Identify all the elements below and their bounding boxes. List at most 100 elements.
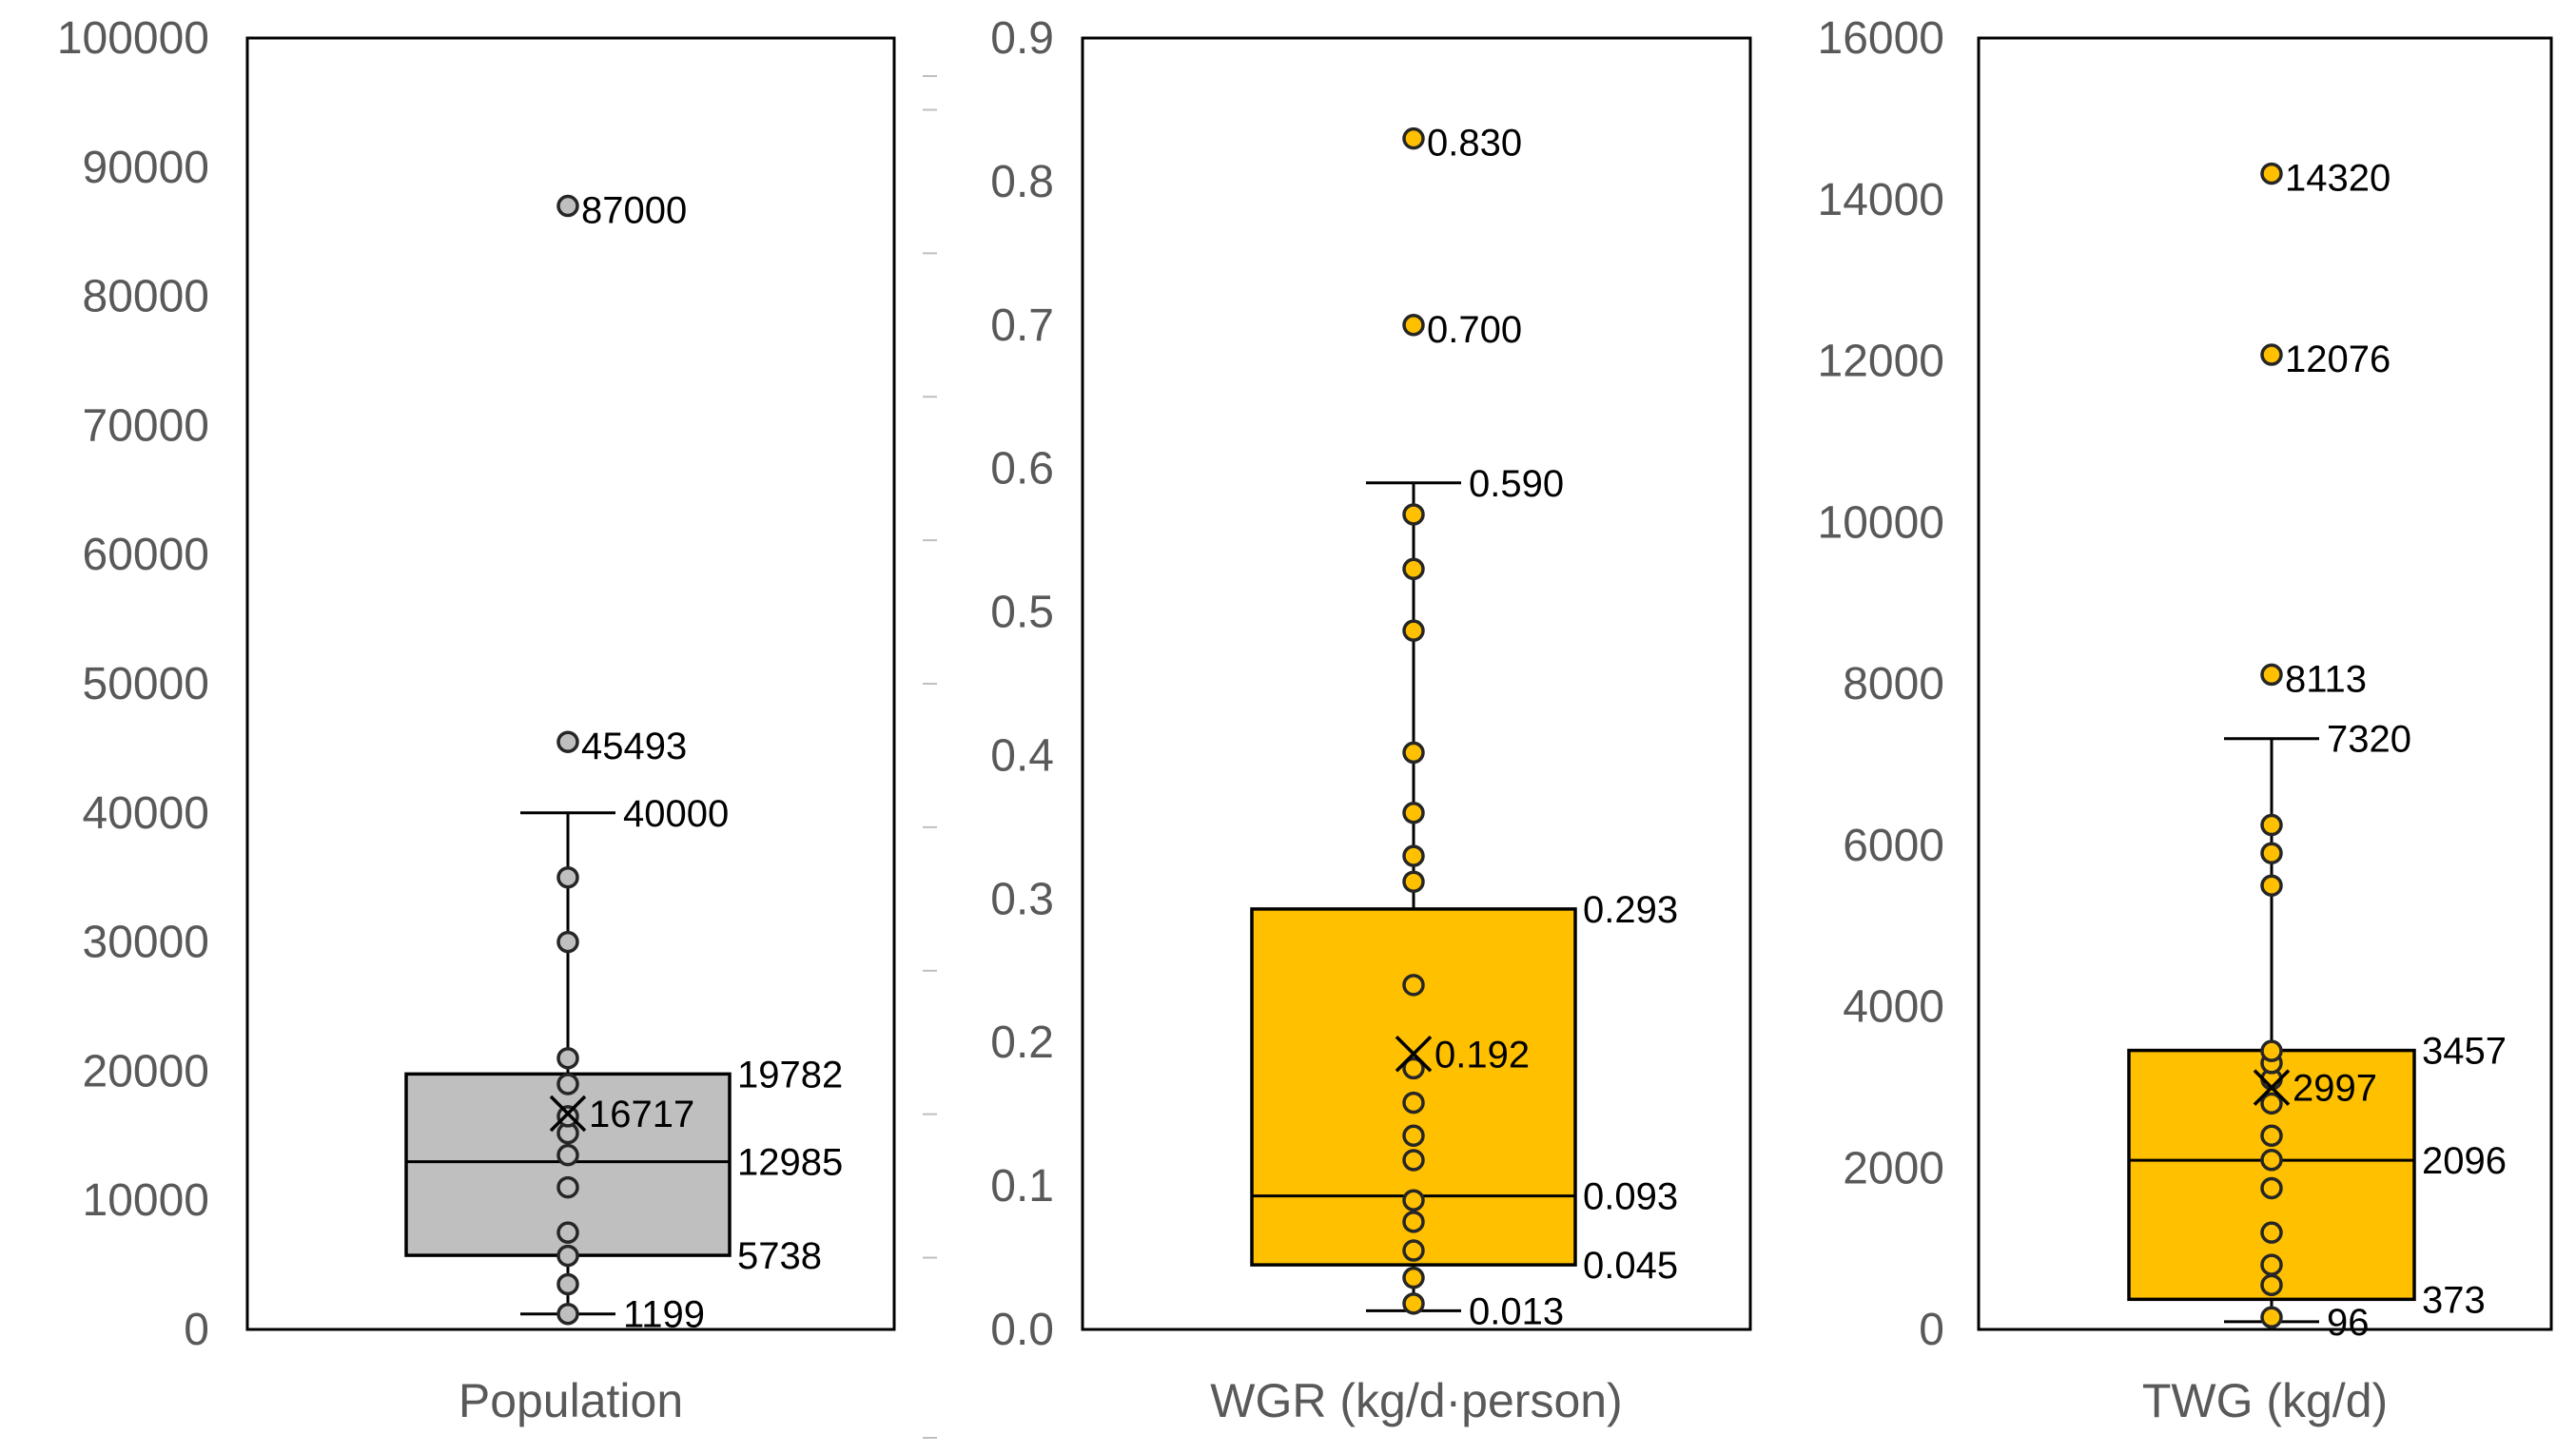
label-median: 12985 [737,1142,843,1184]
mean-marker [549,1095,587,1133]
x-axis-label: Population [459,1374,683,1427]
data-point [556,865,579,889]
y-tick-label: 0.7 [990,300,1054,351]
label-outlier: 45493 [581,726,687,767]
data-point [2260,813,2283,837]
y-tick-label: 2000 [1843,1143,1944,1193]
outlier-point [1402,314,1425,337]
y-tick-label: 0.8 [990,157,1054,207]
label-median: 2096 [2422,1140,2507,1182]
x-axis-label: WGR (kg/d·person) [1210,1374,1622,1427]
label-outlier: 12076 [2285,339,2391,380]
data-point [1402,1124,1425,1148]
y-tick-label: 90000 [83,143,209,193]
label-max: 7320 [2327,719,2411,761]
y-tick-label: 20000 [83,1046,209,1096]
y-tick-label: 80000 [83,272,209,322]
data-point [1402,802,1425,824]
data-point [556,1073,579,1095]
label-outlier: 8113 [2285,658,2367,700]
data-point [2260,1273,2283,1297]
y-tick-label: 6000 [1843,821,1944,871]
data-point [556,1105,579,1128]
data-point [1402,1266,1425,1289]
data-point [1402,741,1425,765]
y-tick-label: 100000 [57,13,209,64]
data-point [2260,1176,2283,1200]
y-tick-label: 0.5 [990,588,1054,638]
data-point [1402,974,1425,997]
data-point [2260,1253,2283,1276]
chart-panel-1: 0 10000 20000 30000 40000 50000 60000 70000 8000… [57,13,896,1427]
outlier-point [1402,126,1425,150]
data-point [1402,503,1425,526]
y-tick-label: 12000 [1818,337,1944,387]
label-min: 1199 [623,1294,705,1336]
label-outlier: 0.830 [1427,123,1522,165]
label-median: 0.093 [1583,1176,1678,1218]
y-tick-label: 14000 [1818,175,1944,225]
y-tick-label: 0.9 [990,13,1054,64]
y-tick-label: 0.1 [990,1161,1054,1212]
label-q1: 373 [2422,1279,2486,1321]
data-point [2260,1306,2283,1329]
y-tick-label: 0.4 [990,730,1054,781]
label-min: 96 [2327,1302,2370,1344]
chart-panel-3: 0 2000 4000 6000 8000 10000 12000 14000 16000 732… [1818,13,2553,1427]
outlier-point [2260,162,2283,185]
outlier-point [2260,343,2283,366]
data-point [1402,844,1425,867]
data-point [1402,1292,1425,1315]
y-tick-label: 0.6 [990,444,1054,494]
data-point [1402,1149,1425,1172]
data-point [1402,1057,1425,1080]
x-axis-label: TWG (kg/d) [2142,1374,2388,1427]
label-mean: 16717 [589,1094,694,1135]
data-point [2260,1092,2283,1115]
data-point [556,1047,579,1070]
data-point [556,1302,579,1326]
y-tick-label: 0 [1919,1305,1944,1355]
label-outlier: 14320 [2285,158,2391,200]
label-outlier: 0.700 [1427,309,1522,351]
label-q3: 3457 [2422,1031,2507,1073]
data-point [2260,842,2283,864]
y-tick-label: 16000 [1818,13,1944,64]
chart-panel-2: 0.0 0.1 0.2 0.3 0.4 0.5 0.6 0.7 0.8 0.9 0.590 0.013… [923,13,1752,1439]
data-point [1402,619,1425,642]
label-q1: 5738 [737,1235,822,1277]
outlier-point [556,194,579,218]
label-max: 0.590 [1469,463,1564,505]
y-tick-label: 0.0 [990,1305,1054,1355]
y-tick-label: 30000 [83,918,209,968]
label-min: 0.013 [1469,1290,1564,1332]
data-point [556,930,579,954]
label-q3: 0.293 [1583,889,1678,931]
y-tick-label: 0.2 [990,1018,1054,1068]
y-tick-label: 0 [184,1305,209,1355]
data-point [556,1272,579,1296]
data-point [2260,1221,2283,1244]
y-tick-label: 50000 [83,659,209,709]
data-point [1402,870,1425,893]
data-point [1402,557,1425,581]
label-q3: 19782 [737,1054,843,1095]
data-point [556,1143,579,1167]
data-point [556,1175,579,1199]
y-tick-label: 40000 [83,788,209,839]
outlier-point [556,730,579,753]
y-tick-label: 0.3 [990,874,1054,924]
data-point [1402,1091,1425,1115]
label-q1: 0.045 [1583,1245,1678,1287]
data-point [556,1221,579,1244]
mean-marker [2253,1069,2291,1106]
y-tick-label: 60000 [83,530,209,580]
mean-marker [1395,1036,1433,1073]
label-max: 40000 [623,793,729,835]
label-mean: 0.192 [1434,1034,1530,1076]
data-point [1402,1239,1425,1262]
outlier-point [2260,663,2283,687]
data-point [2260,874,2283,897]
